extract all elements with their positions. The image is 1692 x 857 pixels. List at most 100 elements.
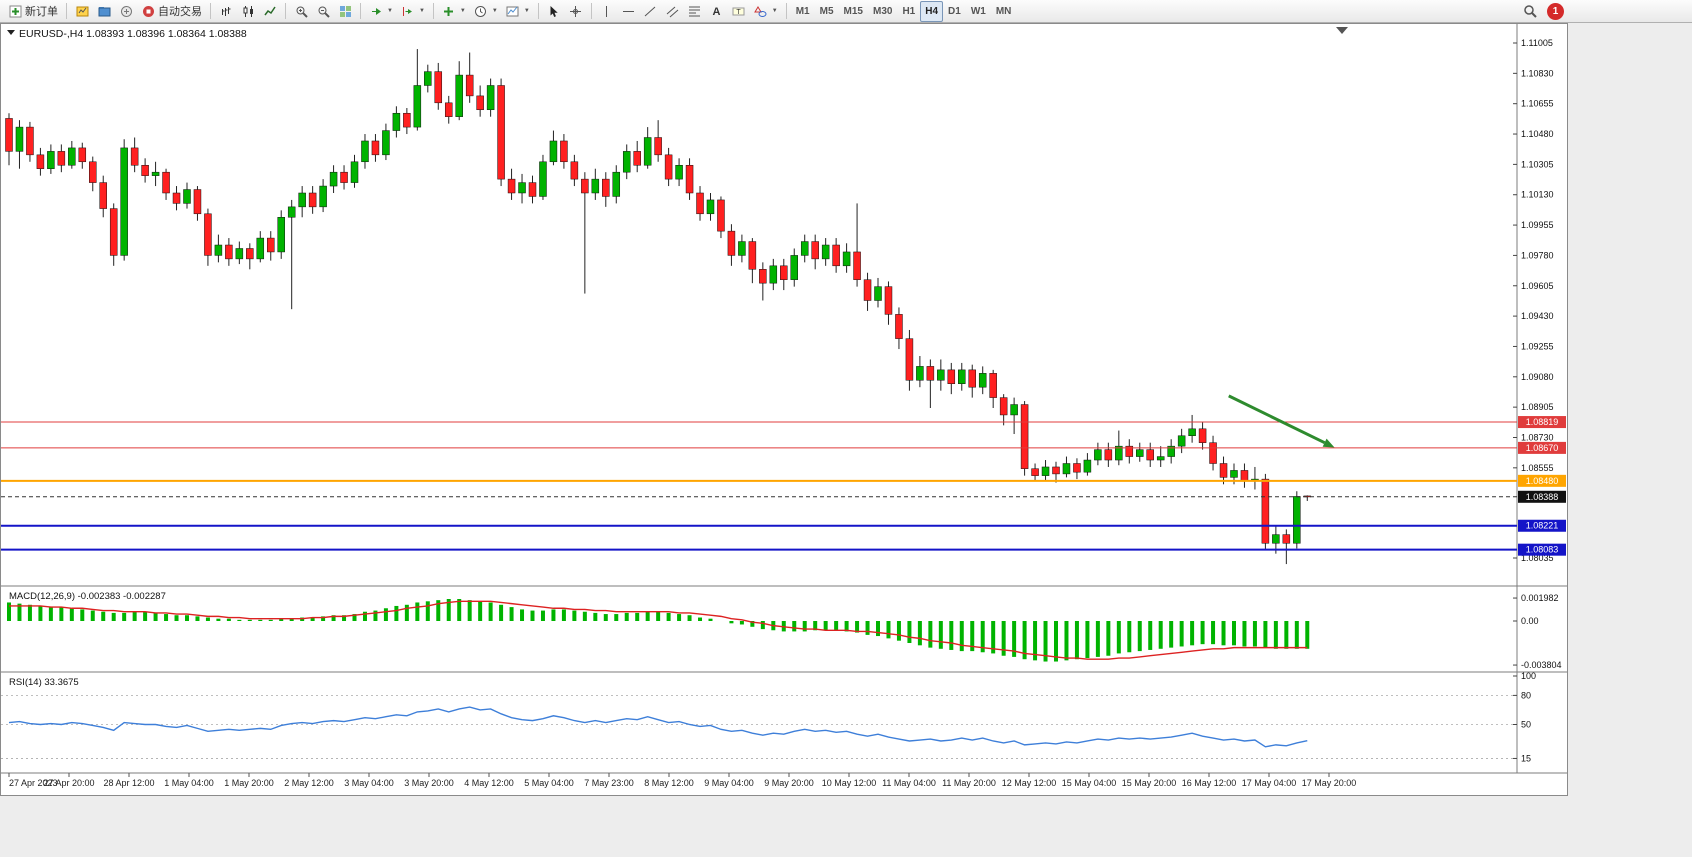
timeframe-m1[interactable]: M1 <box>791 1 815 22</box>
timeframe-h4[interactable]: H4 <box>920 0 944 22</box>
data-window-button[interactable] <box>115 1 137 22</box>
profiles-button[interactable] <box>93 1 115 22</box>
indicators-button[interactable]: ▼ <box>438 1 470 22</box>
trend-arrow[interactable] <box>1228 394 1326 445</box>
time-axis-label[interactable]: 15 May 20:00 <box>1122 778 1177 788</box>
timeframe-m5-label: M5 <box>819 5 834 17</box>
dropdown-caret-icon: ▼ <box>387 8 393 14</box>
search-icon <box>1523 4 1537 18</box>
dropdown-caret-icon: ▼ <box>771 8 778 14</box>
chart-shift-marker[interactable] <box>1336 27 1348 34</box>
price-axis-label: 1.09255 <box>1521 341 1554 351</box>
tile-windows-button[interactable] <box>334 1 356 22</box>
trendline-icon <box>644 4 658 18</box>
crosshair-icon <box>569 4 583 18</box>
time-axis-label[interactable]: 27 Apr 2023 <box>9 778 58 788</box>
time-axis-label[interactable]: 9 May 20:00 <box>764 778 814 788</box>
rsi-line <box>8 706 1308 748</box>
time-axis-label[interactable]: 28 Apr 12:00 <box>103 778 154 788</box>
trend-arrow-head <box>1322 438 1335 448</box>
trendline-button[interactable] <box>640 1 662 22</box>
channel-icon <box>666 4 680 18</box>
vertical-line-button[interactable] <box>596 1 618 22</box>
time-axis-label[interactable]: 1 May 04:00 <box>164 778 214 788</box>
templates-button[interactable]: ▼ <box>502 1 534 22</box>
time-axis-label[interactable]: 5 May 04:00 <box>524 778 574 788</box>
chart-collapse-icon[interactable] <box>7 30 15 35</box>
time-axis-label[interactable]: 2 May 12:00 <box>284 778 334 788</box>
timeframe-w1[interactable]: W1 <box>966 1 991 22</box>
zoom-in-button[interactable] <box>290 1 312 22</box>
autotrading-button-label: 自动交易 <box>158 6 202 18</box>
template-icon <box>506 4 520 18</box>
timeframe-d1[interactable]: D1 <box>943 1 966 22</box>
time-axis-label[interactable]: 17 May 20:00 <box>1302 778 1357 788</box>
search-button[interactable] <box>1519 1 1541 22</box>
periods-button[interactable]: ▼ <box>470 1 502 22</box>
autotrading-button[interactable]: 自动交易 <box>137 1 206 22</box>
line-chart-icon <box>263 4 277 18</box>
bar-chart-icon <box>219 4 233 18</box>
price-axis-label: 1.10480 <box>1521 129 1554 139</box>
new-order-button[interactable]: 新订单 <box>4 1 62 22</box>
timeframe-h1[interactable]: H1 <box>897 1 920 22</box>
cursor-button[interactable] <box>543 1 565 22</box>
candlestick-button[interactable] <box>237 1 259 22</box>
price-line-badge <box>1518 441 1566 454</box>
zoom-out-button[interactable] <box>312 1 334 22</box>
time-axis-label[interactable]: 4 May 12:00 <box>464 778 514 788</box>
time-axis-label[interactable]: 1 May 20:00 <box>224 778 274 788</box>
vertical-line-icon <box>600 4 614 18</box>
time-axis-label[interactable]: 3 May 20:00 <box>404 778 454 788</box>
shapes-button[interactable]: ▼ <box>750 1 782 22</box>
price-axis-label: 1.11005 <box>1521 38 1553 48</box>
macd-histogram <box>7 598 1310 662</box>
time-axis-label[interactable]: 15 May 04:00 <box>1062 778 1117 788</box>
timeframe-m5[interactable]: M5 <box>815 1 839 22</box>
timeframe-mn[interactable]: MN <box>991 1 1017 22</box>
bar-chart-button[interactable] <box>215 1 237 22</box>
time-axis-label[interactable]: 9 May 04:00 <box>704 778 754 788</box>
notification-badge[interactable]: 1 <box>1547 2 1564 20</box>
time-axis-label[interactable]: 12 May 12:00 <box>1002 778 1057 788</box>
horizontal-line-button[interactable] <box>618 1 640 22</box>
timeframe-m15[interactable]: M15 <box>839 1 868 22</box>
price-axis-label: 1.08730 <box>1521 432 1554 442</box>
time-axis-label[interactable]: 11 May 20:00 <box>942 778 996 788</box>
timeframe-m30[interactable]: M30 <box>868 1 897 22</box>
time-axis-label[interactable]: 7 May 23:00 <box>584 778 634 788</box>
data-window-icon <box>119 4 133 18</box>
time-axis-label[interactable]: 8 May 12:00 <box>644 778 694 788</box>
time-axis-label[interactable]: 17 May 04:00 <box>1242 778 1297 788</box>
time-axis-label[interactable]: 10 May 12:00 <box>822 778 877 788</box>
shapes-icon <box>754 4 768 18</box>
time-axis-label[interactable]: 16 May 12:00 <box>1182 778 1237 788</box>
chart-window-button[interactable] <box>71 1 93 22</box>
crosshair-button[interactable] <box>565 1 587 22</box>
profiles-icon <box>97 4 111 18</box>
toolbar-separator <box>537 3 539 19</box>
time-axis-label[interactable]: 3 May 04:00 <box>344 778 394 788</box>
cursor-icon <box>547 4 561 18</box>
rsi-axis-label: 80 <box>1521 690 1531 700</box>
text-button[interactable]: A <box>706 1 728 22</box>
fibonacci-button[interactable] <box>684 1 706 22</box>
add-indicator-icon <box>442 4 456 18</box>
label-button[interactable]: T <box>728 1 750 22</box>
horizontal-line-icon <box>622 4 636 18</box>
toolbar-separator <box>360 3 361 19</box>
price-line-badge <box>1518 416 1566 429</box>
auto-scroll-button[interactable]: ▼ <box>365 1 397 22</box>
macd-signal-line <box>9 600 1308 660</box>
text-label-icon: T <box>732 4 746 18</box>
time-axis-label[interactable]: 27 Apr 20:00 <box>43 778 94 788</box>
dropdown-caret-icon: ▼ <box>418 8 425 14</box>
channel-button[interactable] <box>662 1 684 22</box>
price-axis-label: 1.10830 <box>1521 68 1554 78</box>
fibonacci-icon <box>688 4 702 18</box>
timeframe-w1-label: W1 <box>970 5 986 17</box>
line-chart-button[interactable] <box>259 1 281 22</box>
time-axis-label[interactable]: 11 May 04:00 <box>882 778 936 788</box>
price-chart[interactable]: 1.11005 1.10830 1.10655 1.10480 1.10305 1.101… <box>1 24 1567 794</box>
chart-shift-button[interactable]: ▼ <box>397 1 429 22</box>
